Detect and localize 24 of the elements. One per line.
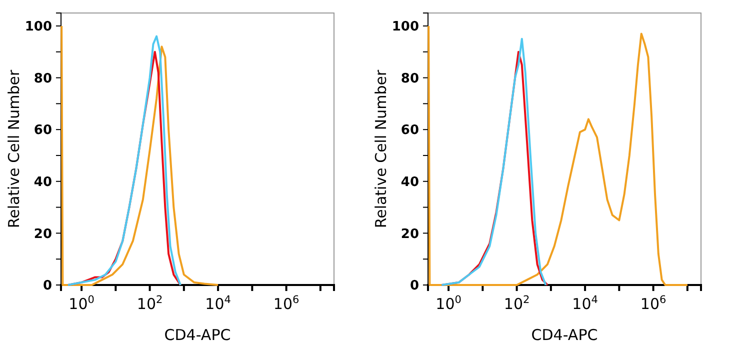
y-axis-title: Relative Cell Number bbox=[5, 69, 23, 228]
x-tick-label: 10$^{4}$ bbox=[205, 294, 232, 313]
y-tick-label: 0 bbox=[410, 278, 419, 294]
y-tick-label: 20 bbox=[34, 226, 52, 242]
x-axis-title: CD4-APC bbox=[531, 326, 598, 344]
x-tick-label: 10$^{2}$ bbox=[504, 294, 530, 313]
x-axis-title: CD4-APC bbox=[164, 326, 231, 344]
y-tick-label: 100 bbox=[24, 20, 52, 34]
y-tick-label: 80 bbox=[400, 71, 419, 86]
y-tick-label: 80 bbox=[34, 71, 52, 86]
y-tick-label: 40 bbox=[34, 174, 52, 190]
x-tick-label: 10$^{6}$ bbox=[640, 294, 666, 313]
x-tick-label: 10$^{4}$ bbox=[572, 294, 598, 313]
y-tick-label: 20 bbox=[400, 226, 419, 242]
y-tick-label: 60 bbox=[34, 123, 52, 138]
x-tick-label: 10$^{0}$ bbox=[68, 294, 94, 313]
y-axis-title: Relative Cell Number bbox=[372, 69, 390, 228]
y-tick-label: 0 bbox=[42, 278, 52, 294]
x-tick-label: 10$^{6}$ bbox=[273, 294, 300, 313]
x-tick-label: 10$^{2}$ bbox=[136, 294, 163, 313]
y-tick-label: 100 bbox=[392, 20, 419, 34]
x-tick-label: 10$^{0}$ bbox=[436, 294, 462, 313]
y-tick-label: 40 bbox=[400, 174, 419, 190]
y-tick-label: 60 bbox=[400, 123, 419, 138]
